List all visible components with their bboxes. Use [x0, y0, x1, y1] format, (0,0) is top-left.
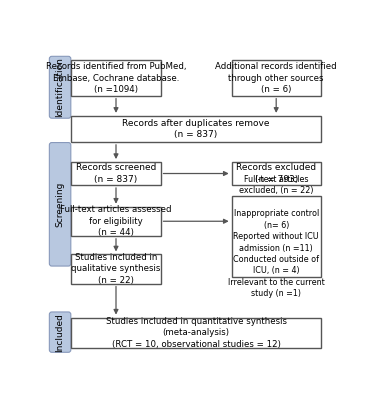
FancyBboxPatch shape	[50, 312, 71, 352]
FancyBboxPatch shape	[232, 162, 321, 185]
Text: Additional records identified
through other sources
(n = 6): Additional records identified through ot…	[215, 62, 337, 94]
Text: Records after duplicates remove
(n = 837): Records after duplicates remove (n = 837…	[122, 119, 270, 139]
Text: Screening: Screening	[56, 182, 65, 227]
FancyBboxPatch shape	[232, 60, 321, 96]
FancyBboxPatch shape	[50, 142, 71, 266]
Text: Full-text articles
excluded, (n = 22)

Inappropriate control
(n= 6)
Reported wit: Full-text articles excluded, (n = 22) In…	[228, 175, 324, 298]
FancyBboxPatch shape	[71, 60, 161, 96]
FancyBboxPatch shape	[71, 162, 161, 185]
Text: Included: Included	[56, 313, 65, 352]
Text: Full-text articles assessed
for eligibility
(n = 44): Full-text articles assessed for eligibil…	[60, 205, 172, 237]
Text: Identification: Identification	[56, 57, 65, 117]
FancyBboxPatch shape	[71, 318, 321, 348]
Text: Records screened
(n = 837): Records screened (n = 837)	[76, 163, 156, 184]
FancyBboxPatch shape	[232, 196, 321, 278]
FancyBboxPatch shape	[50, 56, 71, 118]
Text: Studies included in quantitative synthesis
(meta-analysis)
(RCT = 10, observatio: Studies included in quantitative synthes…	[106, 317, 287, 349]
Text: Records identified from PubMed,
Embase, Cochrane database.
(n =1094): Records identified from PubMed, Embase, …	[46, 62, 186, 94]
FancyBboxPatch shape	[71, 207, 161, 236]
Text: Studies included in
qualitative synthesis
(n = 22): Studies included in qualitative synthesi…	[71, 253, 161, 285]
FancyBboxPatch shape	[71, 254, 161, 284]
Text: Records excluded
(n = 793): Records excluded (n = 793)	[236, 163, 316, 184]
FancyBboxPatch shape	[71, 116, 321, 142]
